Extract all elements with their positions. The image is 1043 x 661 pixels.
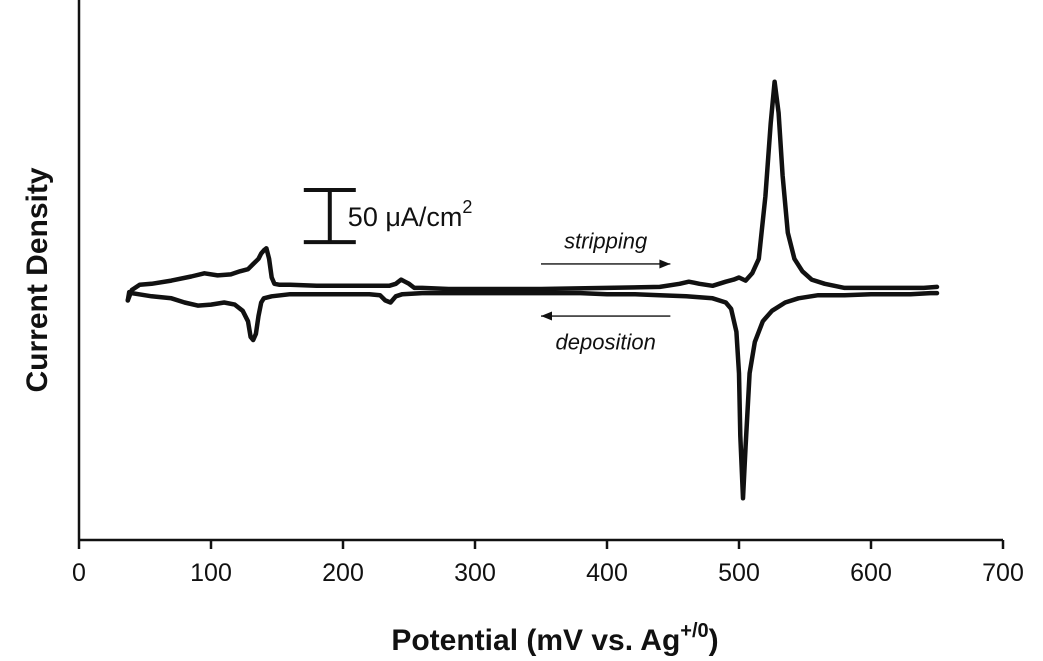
x-tick-label: 400 — [586, 559, 628, 587]
x-tick-label: 300 — [454, 559, 496, 587]
x-tick-label: 100 — [190, 559, 232, 587]
y-axis-title: Current Density — [21, 167, 54, 392]
x-tick-label: 700 — [982, 559, 1024, 587]
x-ticks: 0 100 200 300 400 500 600 700 — [72, 540, 1024, 587]
scale-bar-label: 50 μA/cm2 — [348, 197, 473, 232]
curves — [125, 79, 940, 501]
stripping-label: stripping — [564, 228, 648, 253]
x-axis-title-main: Potential (mV vs. Ag — [391, 624, 680, 657]
x-axis-title-close: ) — [709, 624, 719, 657]
series-line-anodic — [125, 79, 940, 303]
scale-bar: 50 μA/cm2 — [303, 188, 473, 245]
x-tick-label: 500 — [718, 559, 760, 587]
series-line-cathodic — [125, 289, 940, 501]
annotations: stripping deposition — [541, 228, 671, 355]
x-tick-label: 200 — [322, 559, 364, 587]
axes — [77, 0, 1003, 542]
deposition-label: deposition — [556, 330, 656, 355]
stripping-arrow-head — [659, 259, 671, 269]
scale-bar-label-sup: 2 — [462, 197, 472, 217]
x-axis-title-sup: +/0 — [680, 620, 708, 642]
deposition-arrow-head — [541, 311, 552, 321]
x-tick-label: 600 — [850, 559, 892, 587]
x-tick-label: 0 — [72, 559, 86, 587]
scale-bar-label-main: 50 μA/cm — [348, 202, 463, 232]
x-axis-title: Potential (mV vs. Ag+/0) — [391, 620, 718, 657]
